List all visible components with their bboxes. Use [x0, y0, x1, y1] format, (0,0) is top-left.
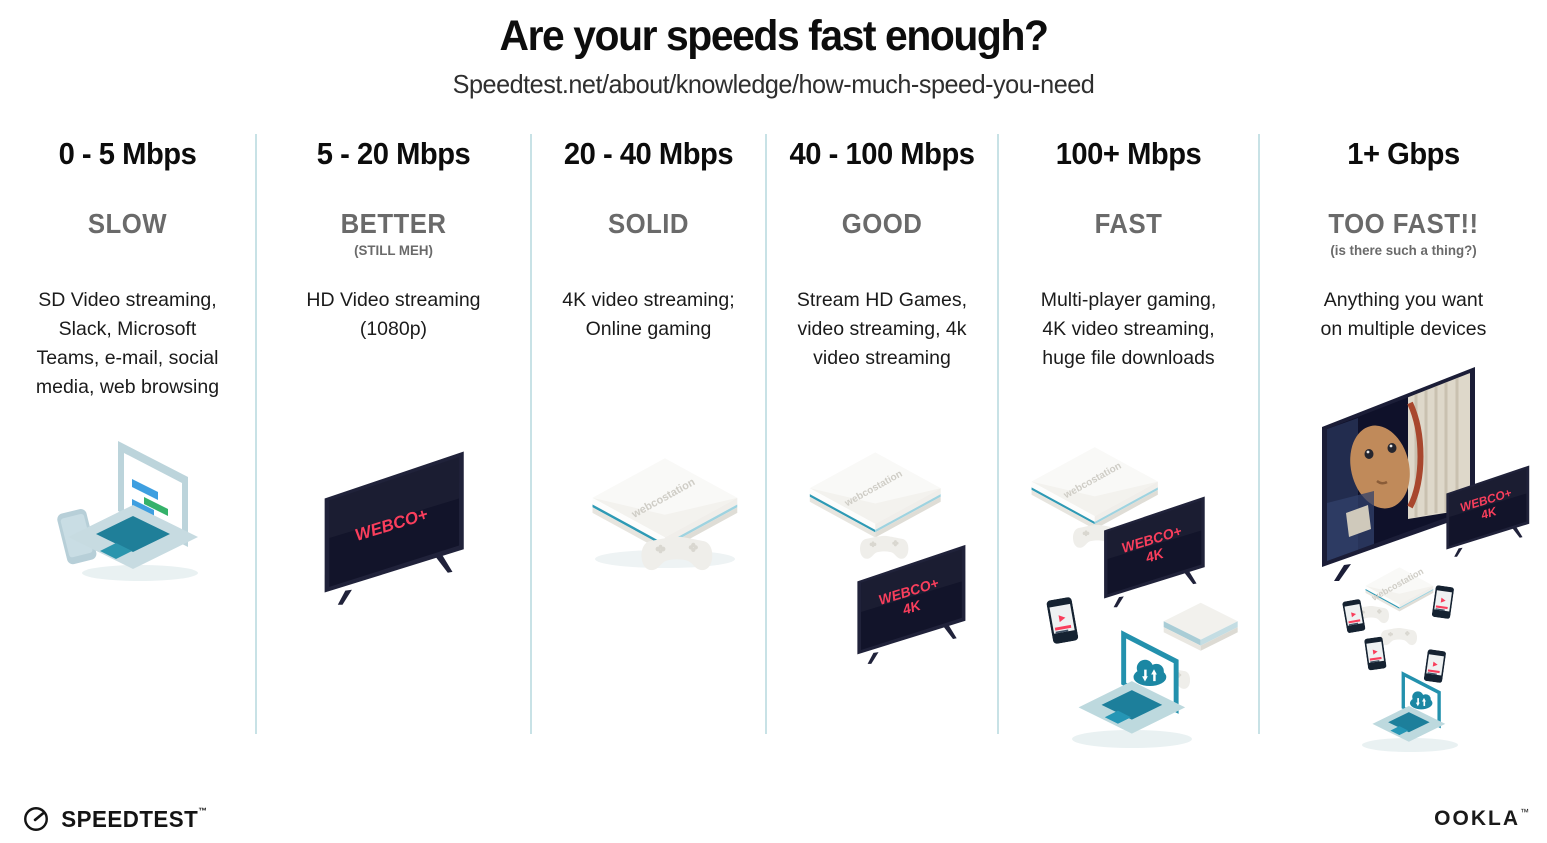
- speed-column-40-100: 40 - 100 Mbps GOOD Stream HD Games, vide…: [764, 134, 997, 734]
- laptop-chat-icon: [57, 441, 198, 581]
- game-console-icon: webcostation: [592, 458, 738, 553]
- speed-column-20-40: 20 - 40 Mbps SOLID 4K video streaming; O…: [529, 134, 765, 734]
- smartphone-video-icon: [1431, 585, 1455, 620]
- speedtest-gauge-icon: [24, 807, 48, 831]
- rating-label: TOO FAST!!: [1328, 208, 1479, 239]
- column-description: Multi-player gaming, 4K video streaming,…: [1040, 289, 1217, 369]
- streaming-box-icon: [1163, 602, 1238, 651]
- rating-label: GOOD: [841, 208, 923, 239]
- speed-range-heading: 20 - 40 Mbps: [563, 136, 734, 171]
- chat-bubble-icon: [144, 497, 168, 516]
- speed-range-heading: 5 - 20 Mbps: [316, 136, 471, 171]
- movie-tv-icon: [1322, 367, 1475, 581]
- game-console-icon: webcostation: [1365, 566, 1434, 612]
- page-title: Are your speeds fast enough?: [499, 12, 1048, 60]
- speed-range-heading: 0 - 5 Mbps: [58, 136, 197, 171]
- column-description: 4K video streaming; Online gaming: [562, 289, 735, 340]
- rating-note: (is there such a thing?): [1330, 242, 1477, 258]
- speed-column-0-5: 0 - 5 Mbps SLOW SD Video streaming, Slac…: [0, 134, 255, 734]
- speed-range-heading: 100+ Mbps: [1055, 136, 1202, 171]
- column-description: SD Video streaming, Slack, Microsoft Tea…: [35, 289, 220, 398]
- tv-4k-icon: WEBCO+ 4K: [1446, 465, 1530, 557]
- game-console-icon: webcostation: [809, 452, 941, 538]
- smartphone-video-icon: [1341, 598, 1366, 634]
- game-console-illustration: webcostation: [592, 458, 738, 571]
- rating-label: FAST: [1094, 208, 1163, 239]
- rating-label: SLOW: [87, 208, 168, 239]
- speed-columns: 0 - 5 Mbps SLOW SD Video streaming, Slac…: [0, 134, 1547, 752]
- device-shadow: [1072, 730, 1193, 748]
- tv-4k-icon: WEBCO+ 4K: [857, 544, 966, 664]
- ookla-wordmark: OOKLA: [1434, 807, 1520, 830]
- rating-note: [6, 242, 248, 286]
- rating-note: [538, 242, 759, 286]
- device-shadow: [1361, 738, 1458, 752]
- trademark-symbol: ™: [1520, 807, 1529, 817]
- column-description: HD Video streaming (1080p): [306, 289, 481, 340]
- rating-note: [1005, 242, 1251, 286]
- page-subtitle: Speedtest.net/about/knowledge/how-much-s…: [452, 69, 1095, 99]
- multi-device-illustration: webcostation WEBCO+ 4K: [1031, 447, 1238, 748]
- speedtest-logo: SPEEDTEST™: [22, 805, 210, 833]
- speedtest-wordmark: SPEEDTEST™: [61, 805, 208, 832]
- column-description: Anything you want on multiple devices: [1320, 289, 1487, 340]
- column-description: Stream HD Games, video streaming, 4k vid…: [796, 289, 968, 369]
- tv-screen-4k-label: 4K: [1143, 545, 1167, 566]
- tv-4k-icon: WEBCO+ 4K: [1104, 496, 1205, 608]
- speed-column-100plus: 100+ Mbps FAST Multi-player gaming, 4K v…: [997, 134, 1258, 748]
- rating-label: BETTER: [340, 208, 447, 239]
- console-tv-illustration: webcostation WEBCO+ 4K: [809, 452, 966, 664]
- smartphone-video-icon: [1423, 649, 1447, 684]
- chat-bubble-icon: [132, 479, 158, 500]
- trademark-symbol: ™: [198, 805, 208, 816]
- game-controller-icon: [1380, 627, 1418, 646]
- speed-column-5-20: 5 - 20 Mbps BETTER (STILL MEH) HD Video …: [254, 134, 530, 734]
- speed-range-heading: 1+ Gbps: [1347, 136, 1460, 171]
- rating-label: SOLID: [607, 208, 689, 239]
- smartphone-video-icon: [1046, 596, 1079, 645]
- speed-column-1gbps: 1+ Gbps TOO FAST!! (is there such a thin…: [1257, 134, 1547, 752]
- tv-screen-4k-label: 4K: [900, 597, 924, 618]
- rating-note: (STILL MEH): [354, 242, 433, 258]
- tv-icon: WEBCO+: [324, 451, 464, 605]
- tv-screen-4k-label: 4K: [1478, 504, 1499, 523]
- speed-range-heading: 40 - 100 Mbps: [789, 136, 975, 171]
- rating-note: [773, 242, 992, 286]
- laptop-cloud-icon: [1078, 630, 1186, 734]
- game-console-icon: webcostation: [1031, 447, 1158, 530]
- ookla-logo: OOKLA™: [1434, 807, 1529, 831]
- game-controller-icon: [859, 535, 909, 559]
- infographic-header: Are your speeds fast enough? Speedtest.n…: [0, 0, 1547, 100]
- device-shadow: [82, 565, 198, 581]
- everything-illustration: WEBCO+ 4K webcostation: [1300, 359, 1530, 752]
